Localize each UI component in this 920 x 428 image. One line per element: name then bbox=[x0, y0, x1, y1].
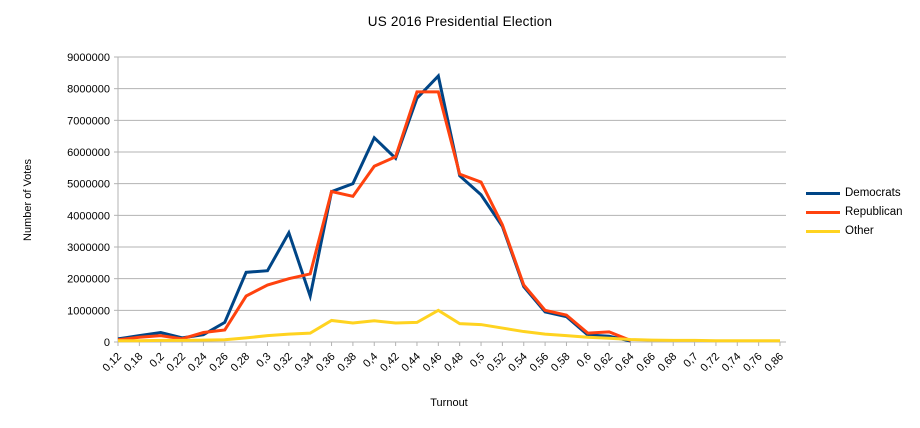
y-tick-label: 3000000 bbox=[67, 242, 110, 254]
legend-item-republican: Republican bbox=[806, 205, 903, 219]
y-tick-label: 7000000 bbox=[67, 115, 110, 127]
x-tick-label: 0,34 bbox=[293, 351, 317, 375]
x-tick-label: 0,4 bbox=[361, 351, 380, 370]
x-tick-label: 0,12 bbox=[100, 351, 124, 375]
x-tick-label: 0,66 bbox=[634, 351, 658, 375]
other-line bbox=[118, 308, 780, 343]
y-tick-label: 6000000 bbox=[67, 147, 110, 159]
x-tick-label: 0,54 bbox=[506, 351, 530, 375]
legend-label: Republican bbox=[845, 206, 903, 218]
x-tick-label: 0,48 bbox=[442, 351, 466, 375]
x-tick-label: 0,18 bbox=[122, 351, 146, 375]
legend-item-other: Other bbox=[806, 224, 903, 238]
x-tick-label: 0,32 bbox=[271, 351, 295, 375]
x-tick-label: 0,24 bbox=[186, 351, 210, 375]
legend-swatch-republican bbox=[806, 210, 840, 214]
democrats-line bbox=[117, 72, 631, 343]
y-tick-label: 0 bbox=[104, 337, 110, 349]
x-tick-label: 0,26 bbox=[207, 351, 231, 375]
legend-swatch-democrats bbox=[806, 191, 840, 195]
x-tick-label: 0,28 bbox=[229, 351, 253, 375]
x-tick-label: 0,76 bbox=[741, 351, 765, 375]
chart-title: US 2016 Presidential Election bbox=[367, 14, 553, 29]
y-tick-label: 5000000 bbox=[67, 179, 110, 191]
legend-label: Democrats bbox=[845, 187, 901, 199]
legend-label: Other bbox=[845, 225, 874, 237]
x-tick-label: 0,56 bbox=[528, 351, 552, 375]
x-tick-label: 0,36 bbox=[314, 351, 338, 375]
x-tick-label: 0,6 bbox=[575, 351, 594, 370]
x-tick-label: 0,46 bbox=[421, 351, 445, 375]
x-axis-title: Turnout bbox=[430, 397, 468, 409]
x-tick-label: 0,74 bbox=[720, 351, 744, 375]
legend: Democrats Republican Other bbox=[806, 186, 903, 238]
x-tick-label: 0,52 bbox=[485, 351, 509, 375]
legend-swatch-other bbox=[806, 229, 840, 233]
x-tick-label: 0,3 bbox=[254, 351, 273, 370]
x-tick-label: 0,38 bbox=[335, 351, 359, 375]
x-tick-label: 0,68 bbox=[656, 351, 680, 375]
y-tick-label: 2000000 bbox=[67, 274, 110, 286]
x-tick-label: 0,64 bbox=[613, 351, 637, 375]
legend-item-democrats: Democrats bbox=[806, 186, 903, 200]
x-tick-label: 0,22 bbox=[165, 351, 189, 375]
x-tick-label: 0,2 bbox=[148, 351, 167, 370]
y-tick-label: 9000000 bbox=[67, 52, 110, 64]
x-tick-label: 0,42 bbox=[378, 351, 402, 375]
x-tick-label: 0,44 bbox=[399, 351, 423, 375]
x-tick-label: 0,58 bbox=[549, 351, 573, 375]
x-tick-label: 0,5 bbox=[468, 351, 487, 370]
y-tick-label: 4000000 bbox=[67, 210, 110, 222]
y-tick-label: 8000000 bbox=[67, 84, 110, 96]
x-tick-label: 0,72 bbox=[698, 351, 722, 375]
x-tick-label: 0,7 bbox=[681, 351, 700, 370]
x-tick-label: 0,86 bbox=[762, 351, 786, 375]
republican-line bbox=[117, 90, 632, 342]
y-tick-label: 1000000 bbox=[67, 305, 110, 317]
x-tick-label: 0,62 bbox=[592, 351, 616, 375]
